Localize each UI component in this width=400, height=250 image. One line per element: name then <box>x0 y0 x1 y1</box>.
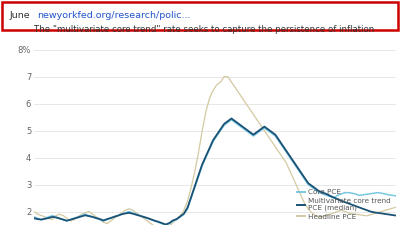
Text: June: June <box>10 10 34 20</box>
Text: The "multivariate core trend" rate seeks to capture the persistence of inflation: The "multivariate core trend" rate seeks… <box>34 25 374 34</box>
Legend: Core PCE, Multivariate core trend
PCE (median), Headline PCE: Core PCE, Multivariate core trend PCE (m… <box>295 188 392 222</box>
Text: newyorkfed.org/research/polic...: newyorkfed.org/research/polic... <box>37 10 190 20</box>
FancyBboxPatch shape <box>2 2 398 30</box>
